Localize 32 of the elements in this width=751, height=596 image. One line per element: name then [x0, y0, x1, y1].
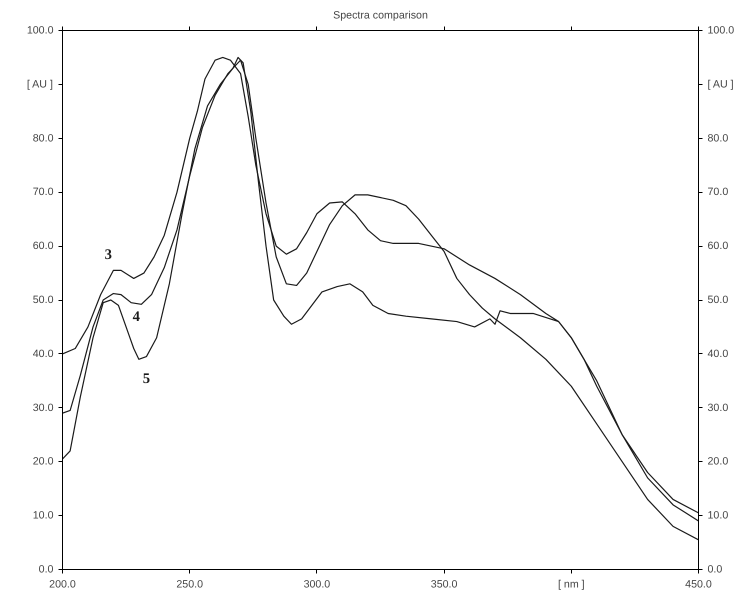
x-tick-label: [ nm ] [558, 578, 585, 590]
y2-tick-label: 60.0 [708, 240, 728, 252]
x-tick-label: 300.0 [304, 578, 330, 590]
y-tick-label: 10.0 [32, 510, 54, 522]
y-tick-label: 70.0 [32, 186, 54, 198]
y-tick-label: 100.0 [26, 24, 54, 36]
x-tick-label: 200.0 [49, 578, 76, 590]
y-tick-label: 20.0 [32, 456, 54, 468]
series-label: 5 [142, 371, 150, 388]
y2-tick-label: 40.0 [708, 348, 728, 360]
chart-title: Spectra comparison [333, 10, 428, 22]
y2-tick-label: 80.0 [708, 132, 728, 144]
y2-tick-label: 0.0 [708, 564, 722, 576]
y-tick-label: 40.0 [32, 348, 54, 360]
y2-tick-label: 70.0 [708, 186, 728, 198]
y2-tick-label: 100.0 [708, 24, 734, 36]
y2-tick-label: 30.0 [708, 402, 728, 414]
y2-tick-label: [ AU ] [708, 78, 734, 90]
series-label: 4 [132, 309, 141, 326]
series-label: 3 [104, 247, 112, 264]
y2-tick-label: 10.0 [708, 510, 728, 522]
x-tick-label: 450.0 [685, 578, 712, 590]
y-tick-label: 50.0 [32, 294, 54, 306]
y-tick-label: 0.0 [38, 564, 54, 576]
y2-tick-label: 20.0 [708, 456, 728, 468]
y-tick-label: 60.0 [32, 240, 54, 252]
y-tick-label: 80.0 [32, 132, 54, 144]
y2-tick-label: 50.0 [708, 294, 728, 306]
x-tick-label: 350.0 [430, 578, 458, 590]
y-tick-label: [ AU ] [26, 78, 53, 90]
y-tick-label: 30.0 [32, 402, 54, 414]
x-tick-label: 250.0 [176, 578, 204, 590]
